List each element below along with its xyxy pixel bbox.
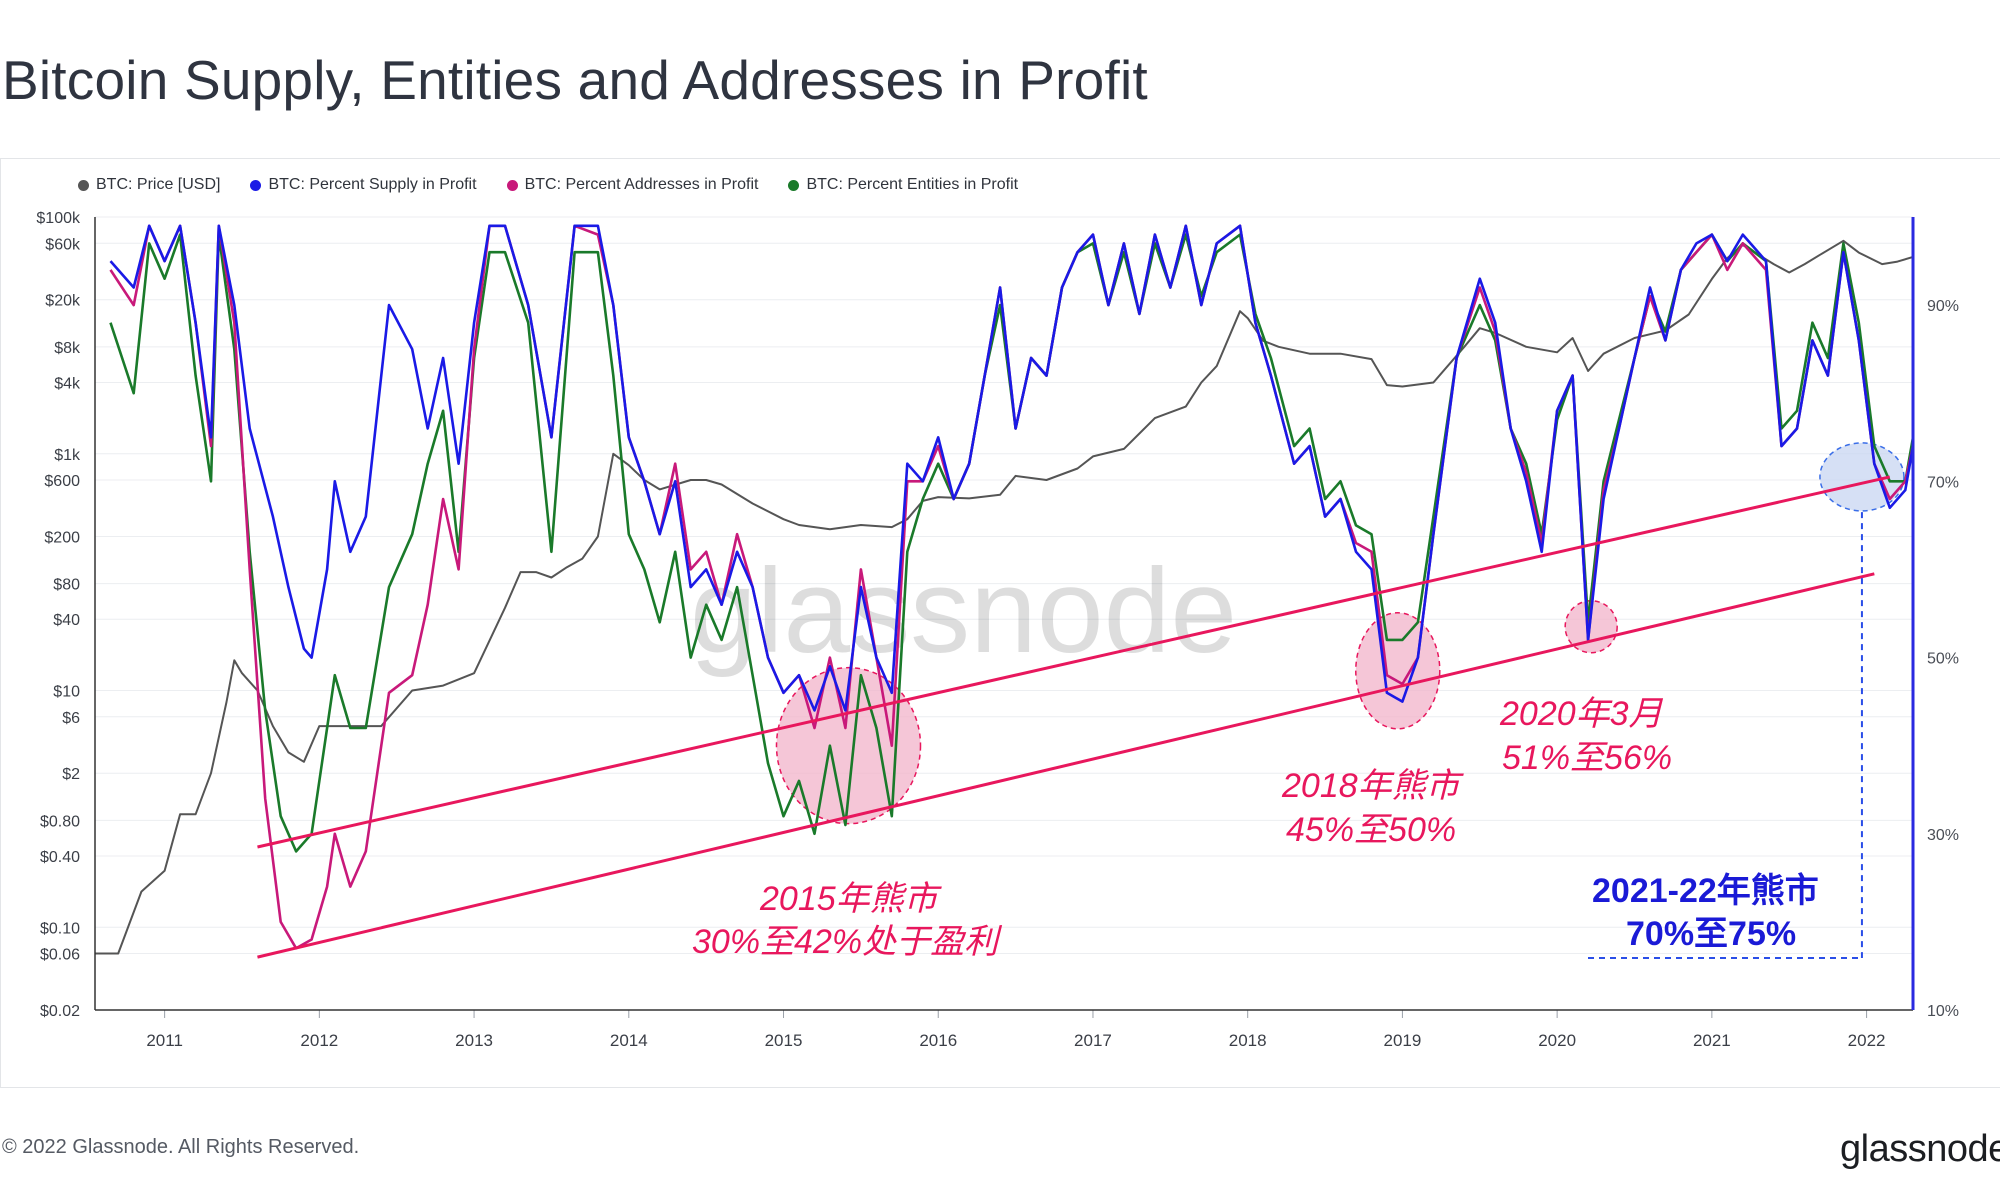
annotation-2018-line2: 45%至50%	[1286, 811, 1456, 849]
x-tick-label: 2022	[1848, 1031, 1886, 1050]
callout-lines	[1588, 512, 1863, 959]
watermark: glassnode	[690, 544, 1237, 678]
x-tick-label: 2019	[1383, 1031, 1421, 1050]
annotation-2022-line1: 2021-22年熊市	[1592, 871, 1819, 910]
x-tick-label: 2016	[919, 1031, 957, 1050]
legend-label: BTC: Price [USD]	[96, 176, 221, 193]
x-tick-label: 2012	[300, 1031, 338, 1050]
y-left-tick-label: $200	[44, 529, 80, 546]
chart-legend: BTC: Price [USD] BTC: Percent Supply in …	[78, 176, 1018, 194]
highlight-region-2018	[1355, 612, 1441, 730]
legend-dot-icon	[788, 179, 800, 191]
copyright-notice: © 2022 Glassnode. All Rights Reserved.	[2, 1136, 360, 1158]
axis-layer: $100k $60k $20k $8k $4k $1k $600 $200 $80 $40 $10 $…	[36, 210, 1959, 1050]
y-left-tick-label: $60k	[45, 236, 81, 253]
y-left-tick-label: $1k	[54, 447, 81, 464]
legend-dot-icon	[506, 179, 518, 191]
y-left-tick-label: $2	[62, 766, 80, 783]
x-tick-label: 2020	[1538, 1031, 1576, 1050]
page-title: Bitcoin Supply, Entities and Addresses i…	[2, 49, 1148, 111]
series-line-1	[109, 224, 1915, 712]
legend-dot-icon	[78, 179, 89, 191]
y-left-tick-label: $0.80	[40, 813, 80, 830]
annotation-2022-line2: 70%至75%	[1626, 915, 1796, 953]
annotation-2018-line1: 2018年熊市	[1281, 767, 1465, 805]
y-left-tick-label: $0.06	[40, 947, 80, 964]
highlight-region-2021-22	[1819, 442, 1905, 512]
y-left-tick-label: $100k	[36, 210, 81, 227]
legend-item-supply[interactable]: BTC: Percent Supply in Profit	[250, 176, 477, 194]
trend-line-0	[257, 475, 1891, 849]
x-tick-label: 2014	[610, 1031, 648, 1050]
legend-item-addresses[interactable]: BTC: Percent Addresses in Profit	[506, 176, 759, 194]
y-right-tick-label: 50%	[1927, 651, 1959, 668]
y-left-tick-label: $6	[62, 710, 80, 727]
y-left-tick-label: $0.40	[40, 849, 80, 866]
trend-line-1	[257, 572, 1875, 959]
y-left-tick-label: $600	[44, 473, 80, 490]
x-tick-label: 2017	[1074, 1031, 1112, 1050]
y-right-tick-label: 70%	[1927, 474, 1959, 491]
y-left-tick-label: $10	[53, 684, 80, 701]
y-left-tick-label: $4k	[54, 375, 81, 392]
x-tick-label: 2018	[1229, 1031, 1267, 1050]
y-right-tick-label: 90%	[1927, 298, 1959, 315]
y-right-tick-label: 30%	[1927, 827, 1959, 844]
y-left-tick-label: $0.10	[40, 920, 80, 937]
trend-lines	[257, 475, 1891, 959]
annotation-2015-line1: 2015年熊市	[759, 880, 943, 918]
y-left-tick-label: $80	[53, 577, 80, 594]
annotation-2020-line1: 2020年3月	[1499, 695, 1664, 733]
x-tick-label: 2011	[146, 1031, 183, 1050]
x-tick-label: 2015	[765, 1031, 803, 1050]
legend-label: BTC: Percent Entities in Profit	[806, 176, 1019, 193]
y-left-tick-label: $8k	[54, 340, 81, 357]
y-right-tick-label: 10%	[1927, 1003, 1959, 1020]
chart-panel	[0, 158, 2000, 1088]
annotation-2020-line2: 51%至56%	[1502, 739, 1672, 777]
legend-item-entities[interactable]: BTC: Percent Entities in Profit	[788, 176, 1018, 194]
y-left-tick-label: $20k	[45, 293, 81, 310]
legend-label: BTC: Percent Supply in Profit	[268, 176, 477, 193]
series-layer	[95, 224, 1915, 955]
legend-dot-icon	[250, 179, 262, 191]
y-left-tick-label: $0.02	[40, 1003, 80, 1020]
legend-item-price[interactable]: BTC: Price [USD]	[78, 176, 220, 194]
legend-label: BTC: Percent Addresses in Profit	[524, 176, 759, 193]
x-tick-label: 2021	[1693, 1031, 1731, 1050]
glassnode-logo: glassnode	[1840, 1128, 2000, 1170]
y-left-tick-label: $40	[53, 612, 80, 629]
annotation-2015-line2: 30%至42%处于盈利	[692, 923, 1003, 961]
x-tick-label: 2013	[455, 1031, 493, 1050]
